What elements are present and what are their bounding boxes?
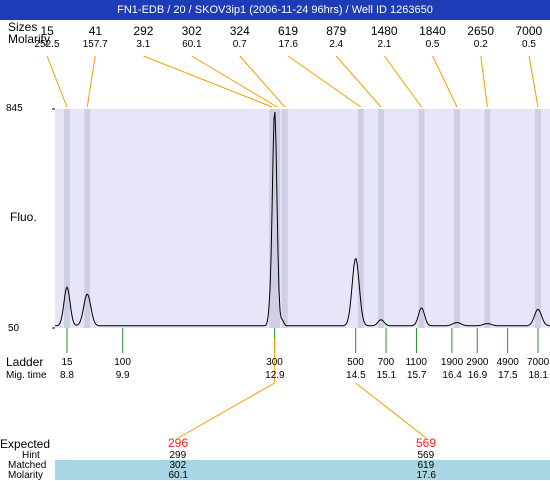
- ladder-mig-time-label: 16.4: [442, 370, 462, 381]
- peak-connector: [239, 55, 286, 108]
- peak-connector: [528, 55, 539, 108]
- peak-band: [453, 109, 460, 328]
- peak-connector: [432, 55, 458, 108]
- peak-size-label: 1840: [419, 24, 446, 38]
- peak-molarity-label: 2.4: [329, 39, 344, 50]
- peak-connector: [335, 55, 382, 108]
- molarity-value: 60.1: [168, 470, 188, 481]
- fluo-axis-label: Fluo.: [10, 210, 37, 224]
- sizes-row-label: Sizes: [8, 20, 38, 34]
- molarity-value: 17.6: [416, 470, 436, 481]
- matched-value: 619: [417, 460, 435, 471]
- peak-size-label: 1480: [370, 24, 398, 38]
- molarity-row-band: [55, 470, 550, 480]
- peak-molarity-label: 252.5: [34, 39, 60, 50]
- peak-band: [418, 109, 425, 328]
- y-tick-max: 845: [6, 103, 23, 114]
- peak-connector: [143, 55, 273, 108]
- peak-size-label: 324: [229, 24, 250, 38]
- mig-time-row-label: Mig. time: [6, 370, 47, 381]
- peak-size-label: 879: [326, 24, 347, 38]
- peak-size-label: 15: [40, 24, 54, 38]
- ladder-size-label: 1100: [405, 357, 427, 368]
- ladder-size-label: 100: [114, 357, 131, 368]
- ladder-size-label: 1900: [440, 357, 464, 368]
- ladder-size-label: 700: [377, 357, 395, 368]
- peak-molarity-label: 60.1: [182, 39, 202, 50]
- hint-row-label: Hint: [22, 450, 40, 461]
- hint-value: 299: [169, 450, 187, 461]
- expected-connector: [177, 382, 275, 439]
- ladder-mig-time-label: 9.9: [115, 370, 130, 381]
- peak-band: [281, 109, 288, 328]
- ladder-size-label: 300: [266, 357, 283, 368]
- peak-molarity-label: 0.7: [232, 39, 247, 50]
- fluorescence-trace: [54, 112, 550, 327]
- ladder-size-label: 15: [61, 357, 73, 368]
- matched-value: 302: [169, 460, 187, 471]
- peak-band: [535, 109, 541, 328]
- ladder-mig-time-label: 14.5: [346, 370, 366, 381]
- hint-value: 569: [417, 450, 435, 461]
- peak-molarity-label: 157.7: [82, 39, 108, 50]
- ladder-size-label: 2900: [466, 357, 489, 368]
- matched-row-label: Matched: [8, 460, 47, 471]
- peak-band: [64, 109, 70, 328]
- peak-molarity-label: 3.1: [136, 39, 151, 50]
- ladder-mig-time-label: 15.1: [376, 370, 397, 381]
- expected-connectors: [177, 338, 427, 439]
- molarity-bottom-row-label: Molarity: [8, 470, 44, 481]
- peak-band: [484, 109, 491, 328]
- expected-row-label: Expected: [0, 437, 51, 451]
- plot-area: [55, 109, 550, 328]
- peak-molarity-label: 0.5: [522, 39, 536, 50]
- peak-connector: [480, 55, 488, 108]
- ladder-row-label: Ladder: [6, 355, 44, 369]
- peak-size-label: 7000: [515, 24, 543, 38]
- ladder-mig-time-label: 15.7: [406, 370, 427, 381]
- peak-molarity-label: 0.5: [425, 39, 440, 50]
- peak-band: [357, 109, 364, 328]
- peak-size-label: 302: [181, 24, 202, 38]
- peak-band: [84, 109, 91, 328]
- peak-connector: [383, 55, 422, 108]
- peak-connectors: [46, 55, 539, 108]
- ladder-mig-time-label: 12.9: [265, 370, 285, 381]
- axis-ticks: [52, 108, 55, 329]
- matched-row-band: [55, 460, 550, 470]
- expected-connector: [355, 382, 427, 439]
- ladder-ticks: [66, 328, 539, 353]
- expected-value: 296: [168, 436, 189, 450]
- peak-size-label: 41: [88, 24, 103, 38]
- ladder-mig-time-label: 18.1: [528, 370, 548, 381]
- peak-connector: [191, 55, 278, 108]
- ladder-size-label: 7000: [527, 357, 550, 368]
- peak-molarity-label: 2.1: [377, 39, 392, 50]
- peak-size-label: 292: [133, 24, 154, 38]
- peak-molarity-label: 0.2: [473, 39, 488, 50]
- peak-connector: [86, 55, 96, 108]
- peak-band: [378, 109, 384, 328]
- peak-connector: [287, 55, 362, 108]
- window-title: FN1-EDB / 20 / SKOV3ip1 (2006-11-24 96hr…: [0, 0, 550, 20]
- y-tick-min: 50: [8, 323, 20, 334]
- ladder-mig-time-label: 8.8: [60, 370, 74, 381]
- ladder-mig-time-label: 17.5: [498, 370, 518, 381]
- expected-value: 569: [416, 436, 437, 450]
- ladder-size-label: 4900: [496, 357, 519, 368]
- ladder-mig-time-label: 16.9: [467, 370, 488, 381]
- peak-size-label: 2650: [467, 24, 494, 38]
- ladder-size-label: 500: [347, 357, 364, 368]
- peak-size-label: 619: [278, 24, 299, 38]
- molarity-row-label: Molarity: [8, 32, 51, 46]
- peak-molarity-label: 17.6: [278, 39, 298, 50]
- peak-connector: [46, 55, 68, 108]
